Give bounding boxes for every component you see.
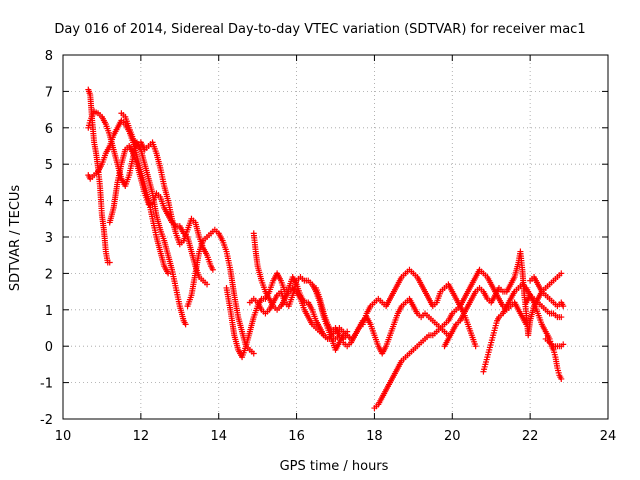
x-tick-label: 18 xyxy=(366,429,383,444)
data-point xyxy=(560,341,567,348)
data-point xyxy=(558,375,565,382)
y-tick-label: -1 xyxy=(40,377,53,392)
y-tick-label: 5 xyxy=(45,158,53,173)
data-point xyxy=(560,303,567,310)
x-axis-label: GPS time / hours xyxy=(280,459,389,474)
data-points xyxy=(85,86,567,412)
chart-title: Day 016 of 2014, Sidereal Day-to-day VTE… xyxy=(54,22,585,37)
y-tick-label: 2 xyxy=(45,267,53,282)
x-tick-label: 20 xyxy=(444,429,461,444)
grid xyxy=(63,55,608,419)
y-tick-label: 3 xyxy=(45,231,53,246)
y-tick-label: -2 xyxy=(40,413,53,428)
data-point xyxy=(209,266,216,273)
x-tick-label: 10 xyxy=(55,429,72,444)
data-point xyxy=(558,270,565,277)
data-point xyxy=(250,350,257,357)
y-axis-label: SDTVAR / TECUs xyxy=(8,185,23,292)
x-tick-label: 14 xyxy=(210,429,227,444)
y-tick-label: 6 xyxy=(45,122,53,137)
data-point xyxy=(182,321,189,328)
y-tick-label: 0 xyxy=(45,340,53,355)
y-tick-label: 4 xyxy=(45,195,53,210)
y-tick-label: 7 xyxy=(45,85,53,100)
x-tick-label: 12 xyxy=(133,429,150,444)
data-point xyxy=(472,343,479,350)
data-point xyxy=(165,270,172,277)
data-point xyxy=(106,259,113,266)
data-point xyxy=(558,314,565,321)
x-tick-label: 24 xyxy=(600,429,617,444)
data-point xyxy=(204,281,211,288)
x-tick-label: 22 xyxy=(522,429,539,444)
y-tick-label: 8 xyxy=(45,49,53,64)
x-tick-label: 16 xyxy=(288,429,305,444)
y-tick-label: 1 xyxy=(45,304,53,319)
